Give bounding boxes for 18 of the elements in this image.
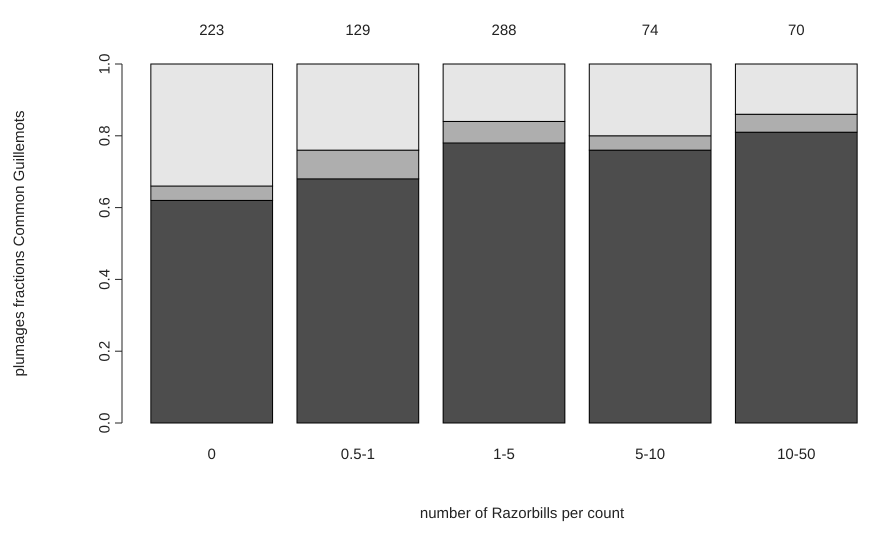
x-tick-label: 5-10 xyxy=(635,446,666,463)
text: 223 xyxy=(199,22,224,39)
x-tick-label: 0.5-1 xyxy=(340,446,375,463)
x-tick-label: 0 xyxy=(208,446,216,463)
text: 74 xyxy=(642,22,658,39)
y-tick-label: 0.4 xyxy=(96,268,114,290)
y-tick-label: 0.8 xyxy=(96,125,114,146)
text: 288 xyxy=(491,22,517,39)
y-tick-label: 1.0 xyxy=(96,54,114,74)
x-tick-label: 10-50 xyxy=(777,446,816,463)
y-tick-label: 0.2 xyxy=(96,340,114,362)
x-axis-title: number of Razorbills per count xyxy=(420,505,625,522)
x-tick-label: 1-5 xyxy=(493,446,515,463)
text: 70 xyxy=(788,22,805,39)
y-tick-label: 0.6 xyxy=(96,197,114,218)
y-axis-title: plumages fractions Common Guillemots xyxy=(11,110,28,376)
text: 129 xyxy=(345,22,370,39)
y-tick-label: 0.0 xyxy=(96,412,114,434)
